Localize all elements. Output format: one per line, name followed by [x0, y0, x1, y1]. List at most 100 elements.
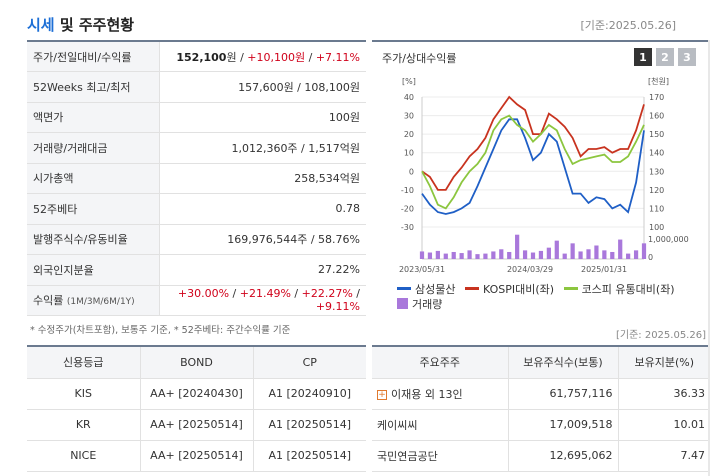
volume-bar	[562, 253, 567, 259]
section-header: 시세 및 주주현황 [기준:2025.05.26]	[27, 10, 710, 38]
section-title: 시세 및 주주현황	[27, 14, 134, 35]
y-right-tick-label: 130	[649, 167, 664, 176]
y-left-tick-label: 10	[404, 149, 414, 158]
scrollbar-edge[interactable]	[708, 40, 710, 476]
volume-bar	[530, 252, 536, 259]
chart-legend: 삼성물산 KOSPI대비(좌) 코스피 유통대비(좌) 거래량	[397, 280, 707, 312]
volume-bar	[618, 239, 623, 259]
volume-bar	[570, 243, 575, 259]
table-cell: 7.47	[618, 440, 710, 472]
quote-label: 외국인지분율	[27, 254, 160, 286]
y-left-tick-label: 40	[404, 93, 414, 102]
legend-swatch	[464, 287, 479, 290]
volume-bar	[475, 254, 480, 259]
volume-axis-tick: 1,000,000	[648, 235, 689, 244]
credit-rating-table: 신용등급 BOND CP KIS AA+ [20240430] A1 [202409…	[27, 345, 366, 472]
quote-value: +30.00% / +21.49% / +22.27% / +9.11%	[159, 285, 366, 316]
y-left-tick-label: -30	[401, 223, 414, 232]
price-unit: 원	[226, 50, 237, 64]
table-header-row: 신용등급 BOND CP	[27, 346, 366, 379]
y-left-tick-label: 30	[404, 112, 414, 121]
volume-bar	[443, 253, 448, 259]
chart-panel: 주가/상대수익률 1 2 3 [%] [천원] 1,000,000 0 40 30…	[372, 40, 710, 315]
quote-row: 주가/전일대비/수익률 152,100원 / +10,100원 / +7.11%	[27, 41, 366, 72]
column-header: 보유지분(%)	[618, 346, 710, 379]
chart-button-3[interactable]: 3	[678, 48, 696, 66]
legend-item[interactable]: 삼성물산	[397, 281, 455, 296]
legend-item[interactable]: KOSPI대비(좌)	[464, 281, 555, 296]
quote-value: 1,012,360주 / 1,517억원	[159, 132, 366, 164]
volume-bar	[499, 249, 504, 259]
quote-value: 157,600원 / 108,100원	[159, 71, 366, 103]
expand-plus-icon[interactable]: +	[377, 389, 387, 400]
quote-label: 주가/전일대비/수익률	[27, 41, 160, 72]
volume-bar	[578, 251, 583, 259]
legend-label: KOSPI대비(좌)	[482, 282, 555, 296]
quote-footnote: * 수정주가(차트포함), 보통주 기준, * 52주베타: 주간수익률 기준	[30, 325, 291, 336]
table-cell: 61,757,116	[508, 378, 619, 410]
separator: /	[236, 50, 248, 64]
return-3m: +21.49%	[239, 287, 291, 301]
quote-row: 52Weeks 최고/최저 157,600원 / 108,100원	[27, 71, 366, 103]
volume-bar	[546, 247, 551, 259]
quote-label: 52Weeks 최고/최저	[27, 71, 160, 103]
quote-value: 258,534억원	[159, 163, 366, 194]
title-accent: 시세	[27, 16, 55, 34]
table-cell: NICE	[27, 440, 141, 472]
legend-item[interactable]: 코스피 유통대비(좌)	[563, 281, 675, 296]
series-line	[421, 95, 645, 191]
table-row: KIS AA+ [20240430] A1 [20240910]	[27, 378, 366, 410]
quote-value: 152,100원 / +10,100원 / +7.11%	[159, 41, 366, 72]
volume-bar	[459, 253, 464, 259]
volume-bar	[626, 253, 631, 259]
chart-button-2[interactable]: 2	[656, 48, 674, 66]
table-row: KR AA+ [20250514] A1 [20250514]	[27, 409, 366, 441]
legend-label: 삼성물산	[415, 282, 456, 296]
quote-label: 시가총액	[27, 163, 160, 194]
volume-bar	[515, 234, 520, 259]
y-right-tick-label: 160	[649, 112, 664, 121]
x-tick-label: 2025/01/31	[581, 265, 627, 274]
major-shareholders-table: 주요주주 보유주식수(보통) 보유지분(%) + 이재용 외 13인 61,757…	[372, 345, 710, 472]
return-periods: (1M/3M/6M/1Y)	[66, 297, 135, 308]
table-row: + 이재용 외 13인 61,757,116 36.33	[372, 378, 710, 410]
legend-item[interactable]: 거래량	[397, 296, 442, 311]
column-header: 보유주식수(보통)	[508, 346, 619, 379]
quote-row: 발행주식수/유동비율 169,976,544주 / 58.76%	[27, 224, 366, 255]
quote-value: 100원	[159, 102, 366, 133]
y-right-tick-label: 100	[649, 223, 664, 232]
volume-bar	[427, 252, 433, 259]
price-chart: [%] [천원] 1,000,000 0 403020100-10-20-30 …	[399, 76, 689, 274]
y-left-tick-label: 0	[409, 167, 414, 176]
volume-bar	[586, 249, 591, 259]
quote-value: 27.22%	[159, 254, 366, 286]
return-1y: +9.11%	[315, 300, 360, 314]
separator: /	[352, 287, 360, 301]
return-1m: +30.00%	[177, 287, 230, 301]
quote-label: 거래량/거래대금	[27, 132, 160, 164]
volume-bar	[483, 253, 488, 259]
right-axis-unit: [천원]	[648, 76, 669, 86]
quote-value: 169,976,544주 / 58.76%	[159, 224, 366, 255]
legend-swatch	[397, 298, 408, 309]
volume-bar	[467, 250, 472, 259]
quote-row: 액면가 100원	[27, 102, 366, 133]
table-cell: A1 [20240910]	[253, 378, 366, 410]
quote-row: 외국인지분율 27.22%	[27, 254, 366, 286]
volume-bar	[641, 243, 647, 259]
table-header-row: 주요주주 보유주식수(보통) 보유지분(%)	[372, 346, 710, 379]
legend-label: 거래량	[412, 297, 443, 311]
quote-row: 시가총액 258,534억원	[27, 163, 366, 194]
legend-swatch	[563, 287, 578, 290]
volume-bar	[419, 251, 425, 259]
volume-bar	[554, 240, 559, 259]
table-cell: AA+ [20250514]	[140, 440, 254, 472]
chart-button-1[interactable]: 1	[634, 48, 652, 66]
table-row: 케이씨씨 17,009,518 10.01	[372, 409, 710, 441]
left-axis-unit: [%]	[402, 77, 416, 86]
volume-bar	[538, 250, 544, 259]
volume-bar	[522, 250, 528, 259]
title-rest: 및 주주현황	[54, 16, 135, 34]
column-header: 주요주주	[372, 346, 509, 379]
series-line	[421, 118, 645, 215]
